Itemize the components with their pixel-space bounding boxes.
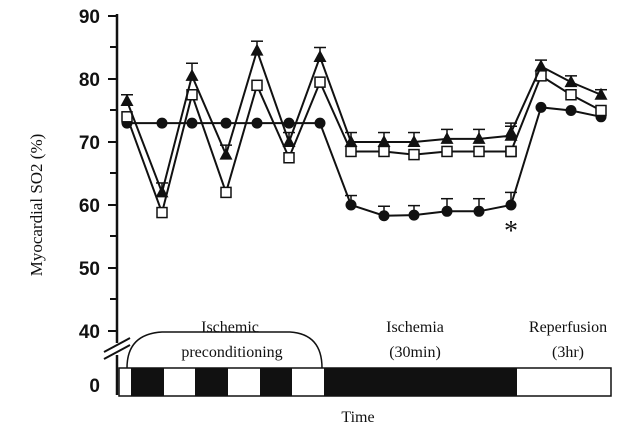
axis-break	[103, 337, 131, 360]
phase-label-preconditioning-2: preconditioning	[181, 344, 282, 361]
y-tick-label-80: 80	[79, 70, 100, 91]
y-tick-label-40: 40	[79, 322, 100, 343]
timeline-block-8	[517, 368, 611, 396]
phase-label-reperfusion-2: (3hr)	[552, 344, 584, 361]
phase-label-reperfusion-1: Reperfusion	[529, 319, 607, 336]
point-square	[121, 111, 133, 123]
point-circle	[535, 101, 547, 113]
point-square	[220, 186, 232, 199]
series-circle	[121, 101, 607, 222]
point-circle	[345, 199, 357, 211]
y-tick-label-90: 90	[79, 7, 100, 28]
point-circle	[156, 117, 168, 129]
point-triangle	[282, 135, 296, 147]
point-triangle	[120, 94, 134, 107]
point-circle	[378, 210, 390, 222]
y-axis-label: Myocardial SO2 (%)	[27, 134, 46, 277]
point-square	[505, 145, 517, 158]
point-circle	[441, 205, 453, 217]
y-tick-label-50: 50	[79, 259, 100, 280]
point-triangle	[377, 135, 391, 147]
point-square	[595, 104, 607, 117]
phase-label-ischemia-1: Ischemia	[386, 319, 444, 336]
timeline-block-2	[164, 368, 195, 396]
y-tick-label-0: 0	[89, 376, 100, 397]
point-circle	[505, 199, 517, 211]
series-line-circle	[127, 106, 602, 217]
timeline-block-3	[195, 368, 228, 396]
significance-asterisk: *	[504, 216, 518, 247]
y-tick-label-60: 60	[79, 196, 100, 217]
y-tick-marks	[108, 15, 117, 332]
phase-label-preconditioning-1: Ischemic	[201, 319, 259, 336]
point-triangle	[472, 131, 486, 144]
point-square	[345, 145, 357, 158]
series-line-square	[126, 74, 602, 216]
timeline-bar	[119, 368, 611, 396]
point-triangle	[440, 131, 454, 144]
point-circle	[283, 117, 295, 129]
point-square	[251, 79, 263, 92]
point-triangle	[250, 43, 264, 56]
point-triangle	[504, 125, 518, 138]
timeline-block-1	[131, 368, 164, 396]
preconditioning-bracket	[126, 331, 323, 369]
point-triangle	[534, 59, 548, 72]
point-triangle	[594, 87, 608, 100]
point-square	[408, 148, 420, 161]
timeline-block-0	[119, 368, 131, 396]
point-triangle	[313, 49, 327, 62]
point-circle	[186, 117, 198, 129]
point-triangle	[155, 185, 169, 198]
phase-label-ischemia-2: (30min)	[389, 344, 441, 361]
point-circle	[473, 205, 485, 217]
point-square	[156, 206, 168, 219]
timeline-outline	[118, 367, 612, 397]
y-tick-label-70: 70	[79, 133, 100, 154]
point-triangle	[185, 68, 199, 81]
point-circle	[565, 105, 577, 116]
timeline-block-5	[260, 368, 292, 396]
timeline-block-6	[292, 368, 324, 396]
series-layer	[120, 40, 608, 222]
point-circle	[251, 117, 263, 129]
series-square	[121, 70, 607, 219]
point-triangle	[344, 135, 358, 147]
point-triangle	[407, 135, 421, 147]
point-circle	[408, 209, 420, 221]
x-axis-label: Time	[341, 409, 374, 426]
point-triangle	[564, 75, 578, 88]
series-line-triangle	[126, 47, 602, 196]
point-circle	[314, 117, 326, 129]
series-triangle	[120, 40, 608, 198]
point-square	[565, 89, 577, 101]
point-square	[473, 145, 485, 158]
timeline-block-4	[228, 368, 260, 396]
timeline-block-7	[324, 368, 517, 396]
point-square	[314, 76, 326, 88]
point-circle	[220, 117, 232, 129]
point-square	[441, 145, 453, 158]
point-triangle	[219, 147, 233, 160]
point-square	[283, 152, 295, 164]
point-square	[378, 145, 390, 158]
